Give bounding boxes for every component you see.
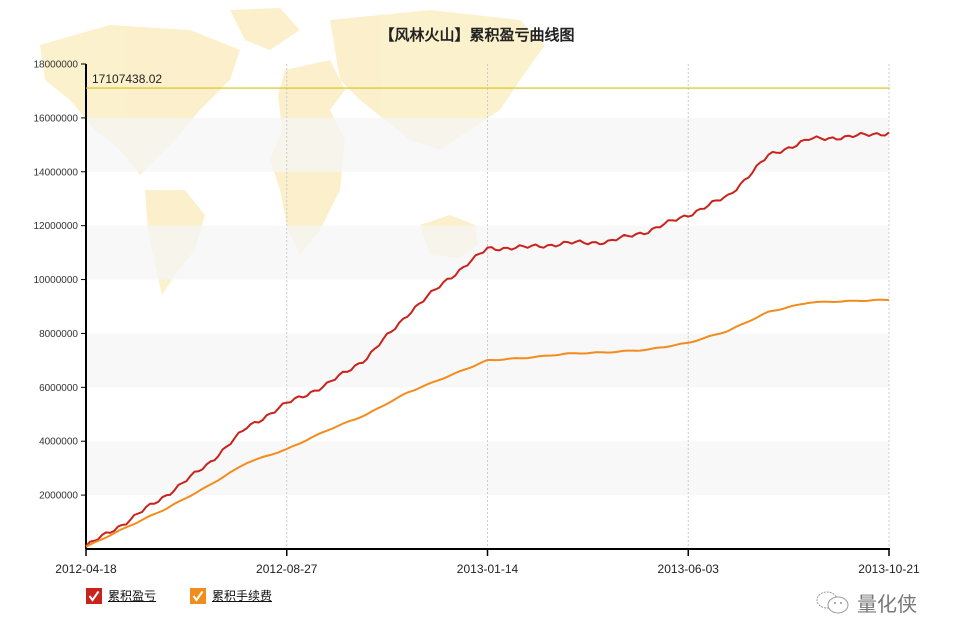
series-lines — [85, 131, 890, 548]
watermark: 量化侠 — [815, 588, 917, 617]
legend-label-profit[interactable]: 累积盈亏 — [108, 589, 157, 603]
x-axis-ticks: 2012-04-18 2012-08-27 2013-01-14 2013-06-03… — [55, 549, 920, 576]
fee-line — [85, 298, 890, 548]
legend-item-profit[interactable]: 累积盈亏 — [86, 587, 156, 604]
checkmark-icon — [88, 590, 100, 602]
x-tick-label: 2013-01-14 — [457, 562, 519, 576]
legend-item-fee[interactable]: 累积手续费 — [190, 587, 272, 604]
wechat-icon — [816, 591, 849, 613]
x-tick-label: 2013-06-03 — [658, 562, 720, 576]
reference-line: 17107438.02 — [86, 72, 890, 89]
checkbox-fee[interactable] — [190, 587, 207, 604]
checkmark-icon — [192, 590, 204, 602]
checkbox-profit[interactable] — [86, 587, 102, 604]
y-tick-label: 18000000 — [34, 60, 79, 71]
legend: 累积盈亏 累积手续费 — [86, 587, 272, 604]
y-tick-label: 14000000 — [34, 167, 79, 178]
vertical-gridlines — [286, 64, 890, 549]
legend-label-fee[interactable]: 累积手续费 — [212, 589, 273, 603]
reference-label: 17107438.02 — [92, 72, 162, 86]
y-tick-label: 4000000 — [39, 437, 78, 448]
x-tick-label: 2012-08-27 — [256, 562, 318, 576]
watermark-text: 量化侠 — [857, 592, 917, 616]
chart-title: 【风林火山】累积盈亏曲线图 — [379, 26, 575, 44]
y-tick-label: 16000000 — [34, 113, 79, 124]
x-tick-label: 2013-10-21 — [858, 562, 920, 576]
y-tick-label: 6000000 — [39, 383, 78, 394]
horizontal-bands — [86, 117, 889, 496]
y-axis-ticks: 2000000 4000000 6000000 8000000 10000000 1200… — [34, 60, 86, 502]
y-tick-label: 10000000 — [34, 275, 79, 286]
y-tick-label: 2000000 — [39, 491, 78, 502]
y-tick-label: 8000000 — [39, 329, 78, 340]
y-tick-label: 12000000 — [34, 221, 79, 232]
profit-line — [85, 131, 890, 547]
x-tick-label: 2012-04-18 — [55, 562, 117, 576]
